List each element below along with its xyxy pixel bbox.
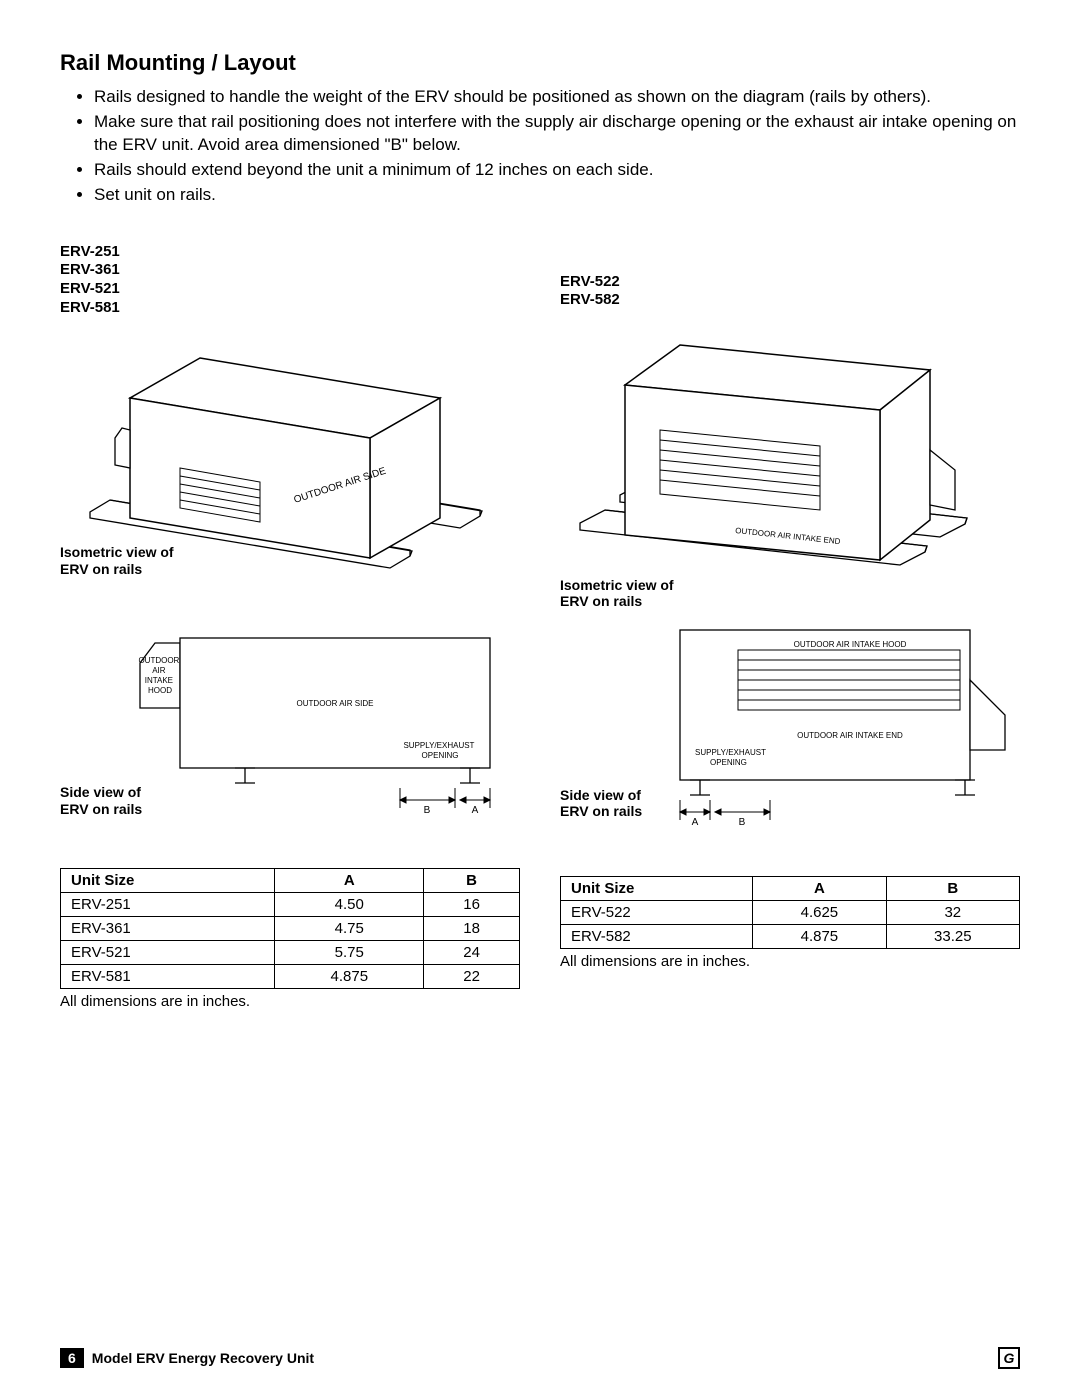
model-label: ERV-581	[60, 299, 520, 318]
td: ERV-582	[561, 925, 753, 949]
model-label: ERV-361	[60, 261, 520, 280]
bullet-item: Make sure that rail positioning does not…	[94, 111, 1020, 157]
left-side-caption: Side view of ERV on rails	[60, 784, 142, 818]
td: 24	[424, 940, 520, 964]
td: ERV-361	[61, 916, 275, 940]
model-label: ERV-251	[60, 243, 520, 262]
side-main-label: OUTDOOR AIR SIDE	[297, 699, 374, 708]
model-label: ERV-582	[560, 291, 1020, 310]
right-iso-diagram: OUTDOOR AIR INTAKE END Isometric view of…	[560, 310, 1020, 610]
page-footer: 6 Model ERV Energy Recovery Unit G	[60, 1347, 1020, 1369]
left-models: ERV-251 ERV-361 ERV-521 ERV-581	[60, 243, 520, 318]
right-dim-note: All dimensions are in inches.	[560, 953, 1020, 970]
left-column: ERV-251 ERV-361 ERV-521 ERV-581	[60, 243, 520, 1010]
model-label: ERV-521	[60, 280, 520, 299]
right-column: ERV-522 ERV-582	[560, 243, 1020, 1010]
left-side-diagram: OUTDOOR AIR INTAKE HOOD OUTDOOR AIR SIDE…	[60, 628, 520, 828]
th: B	[886, 877, 1019, 901]
right-iso-caption: Isometric view of ERV on rails	[560, 577, 674, 611]
th: A	[275, 868, 424, 892]
page-number: 6	[60, 1348, 84, 1368]
td: 5.75	[275, 940, 424, 964]
td: 16	[424, 892, 520, 916]
td: ERV-251	[61, 892, 275, 916]
th: Unit Size	[61, 868, 275, 892]
dim-a-label: A	[692, 817, 699, 828]
right-side-diagram: OUTDOOR AIR INTAKE HOOD OUTDOOR AIR INTA…	[560, 620, 1020, 820]
model-label: ERV-522	[560, 273, 1020, 292]
footer-logo-icon: G	[998, 1347, 1020, 1369]
td: 4.625	[753, 901, 886, 925]
footer-text: Model ERV Energy Recovery Unit	[92, 1350, 314, 1366]
bullet-list: Rails designed to handle the weight of t…	[94, 86, 1020, 207]
td: ERV-521	[61, 940, 275, 964]
right-side-caption: Side view of ERV on rails	[560, 787, 642, 821]
dim-b-label: B	[739, 817, 746, 828]
dim-a-label: A	[472, 805, 479, 816]
bullet-item: Set unit on rails.	[94, 184, 1020, 207]
td: 4.875	[753, 925, 886, 949]
td: 4.875	[275, 964, 424, 988]
end-label: OUTDOOR AIR INTAKE END	[797, 731, 903, 740]
th: B	[424, 868, 520, 892]
hood-label: OUTDOOR AIR INTAKE HOOD	[794, 640, 907, 649]
td: 22	[424, 964, 520, 988]
td: 33.25	[886, 925, 1019, 949]
th: Unit Size	[561, 877, 753, 901]
right-models: ERV-522 ERV-582	[560, 273, 1020, 311]
td: 32	[886, 901, 1019, 925]
th: A	[753, 877, 886, 901]
td: 18	[424, 916, 520, 940]
right-dim-table: Unit Size A B ERV-5224.62532 ERV-5824.87…	[560, 876, 1020, 949]
section-title: Rail Mounting / Layout	[60, 50, 1020, 76]
left-dim-table: Unit Size A B ERV-2514.5016 ERV-3614.751…	[60, 868, 520, 989]
td: 4.75	[275, 916, 424, 940]
dim-b-label: B	[424, 805, 431, 816]
td: ERV-522	[561, 901, 753, 925]
left-iso-diagram: OUTDOOR AIR SIDE Isometric view of ERV o…	[60, 318, 520, 598]
left-iso-caption: Isometric view of ERV on rails	[60, 544, 174, 578]
bullet-item: Rails should extend beyond the unit a mi…	[94, 159, 1020, 182]
td: 4.50	[275, 892, 424, 916]
bullet-item: Rails designed to handle the weight of t…	[94, 86, 1020, 109]
left-dim-note: All dimensions are in inches.	[60, 993, 520, 1010]
td: ERV-581	[61, 964, 275, 988]
